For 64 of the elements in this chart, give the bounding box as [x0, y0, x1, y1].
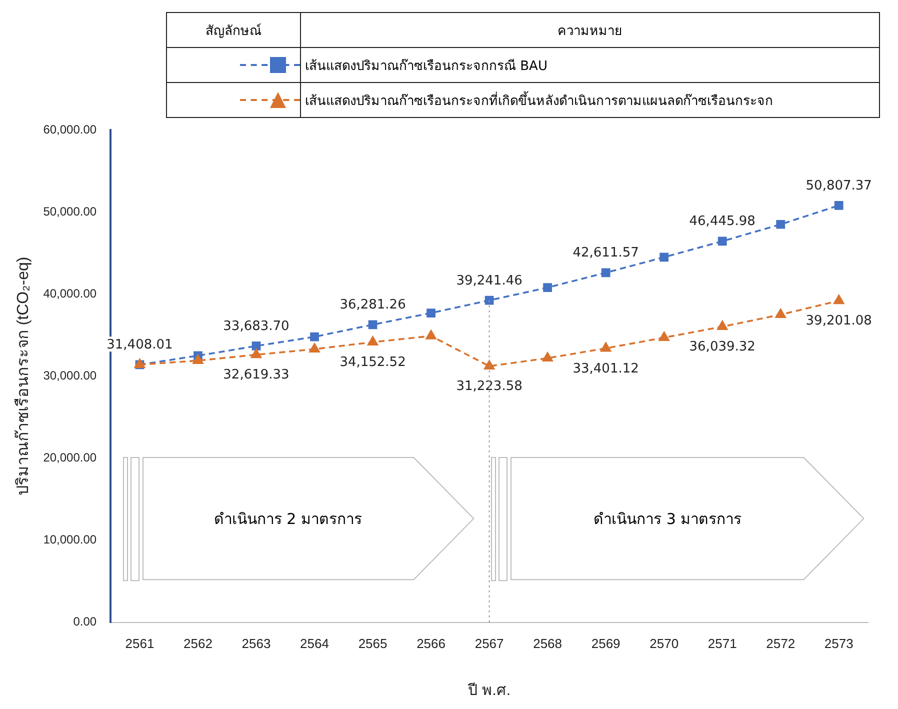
x-tick-label: 2572	[766, 636, 796, 651]
y-axis-title: ปริมาณก๊าซเรือนกระจก (tCO₂-eq)	[13, 256, 32, 496]
point	[543, 283, 552, 292]
point	[542, 352, 553, 362]
point	[718, 236, 727, 246]
data-label: 42,611.57	[572, 246, 639, 261]
x-tick-label: 2564	[300, 636, 329, 651]
y-tick-label: 0.00	[73, 614, 97, 629]
point	[601, 268, 610, 278]
data-label: 31,408.01	[106, 338, 173, 353]
point	[192, 354, 204, 364]
y-tick-label: 30,000.00	[43, 368, 97, 383]
annotation: ดำเนินการ 3 มาตรการ	[594, 508, 742, 530]
data-label: 39,201.08	[806, 314, 872, 329]
x-tick-label: 2563	[242, 636, 271, 651]
data-label: 36,281.26	[340, 298, 406, 313]
point	[368, 320, 378, 330]
point	[426, 308, 436, 318]
point	[484, 296, 494, 305]
point	[775, 308, 786, 318]
data-label: 39,241.46	[456, 273, 522, 288]
point	[717, 320, 728, 330]
legend-label: เส้นแสดงปริมาณก๊าซเรือนกระจกที่เกิดขึ้นหลังดำเนินการตามแผนลดก๊าซเรือนกระจก	[300, 82, 880, 118]
data-label: 33,683.70	[223, 318, 290, 334]
y-tick-label: 40,000.00	[43, 286, 97, 300]
y-tick-label: 20,000.00	[43, 450, 97, 465]
x-tick-label: 2567	[474, 636, 504, 651]
point	[309, 343, 320, 353]
x-tick-label: 2570	[650, 636, 679, 651]
point	[484, 360, 495, 370]
point	[310, 332, 319, 342]
data-label: 33,401.12	[572, 361, 639, 376]
y-tick-label: 10,000.00	[43, 532, 97, 547]
point	[251, 348, 262, 358]
annotation: ดำเนินการ 2 มาตรการ	[214, 508, 362, 530]
y-tick-label: 60,000.00	[43, 122, 97, 136]
point	[776, 220, 786, 229]
legend-title: สัญลักษณ์	[166, 12, 300, 48]
text: ความหมาย	[300, 12, 880, 48]
point	[834, 294, 844, 304]
point	[368, 336, 378, 346]
data-label: 31,223.58	[456, 379, 522, 394]
x-tick-label: 2568	[533, 636, 562, 651]
legend-label: เส้นแสดงปริมาณก๊าซเรือนกระจกกรณี BAU	[300, 48, 880, 82]
y-tick-label: 50,000.00	[43, 204, 97, 218]
data-label: 36,039.32	[689, 340, 756, 355]
x-tick-label: 2573	[824, 636, 854, 651]
point	[658, 332, 670, 342]
x-axis-title: ปี พ.ศ.	[467, 682, 511, 700]
point	[252, 342, 261, 350]
x-tick-label: 2569	[591, 636, 620, 651]
data-label: 46,445.98	[689, 214, 756, 230]
x-tick-label: 2565	[358, 636, 388, 651]
x-tick-label: 2571	[708, 636, 737, 651]
x-tick-label: 2561	[125, 636, 154, 651]
point	[426, 330, 436, 340]
point	[600, 342, 612, 352]
x-tick-label: 2562	[184, 636, 212, 651]
data-label: 50,807.37	[806, 178, 872, 194]
data-label: 34,152.52	[340, 355, 406, 370]
data-label: 32,619.33	[223, 368, 290, 383]
point	[660, 252, 669, 262]
x-tick-label: 2566	[416, 636, 446, 651]
point	[834, 201, 844, 210]
